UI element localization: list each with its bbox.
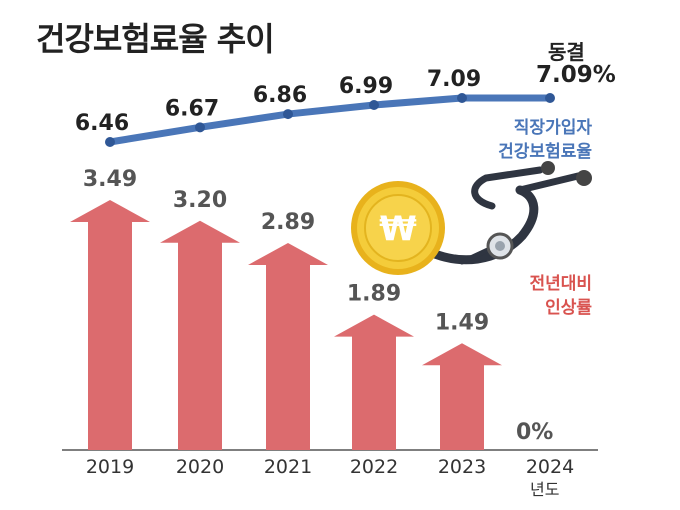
x-tick-label-2020: 2020	[176, 456, 224, 478]
x-tick-label-2024: 2024	[526, 456, 574, 478]
rate-point-2020	[195, 122, 205, 133]
svg-text:₩: ₩	[379, 209, 417, 249]
bar-2020	[160, 220, 240, 450]
year-unit-label: 년도	[530, 480, 560, 499]
rate-label-2019: 6.46	[75, 111, 129, 136]
bar-2022	[334, 314, 414, 450]
chart-title: 건강보험료율 추이	[36, 20, 275, 58]
bar-value-label-2020: 3.20	[173, 188, 227, 213]
bar-value-label-2022: 1.89	[347, 282, 401, 307]
x-tick-label-2023: 2023	[438, 456, 486, 478]
bar-series-legend: 전년대비 인상률	[462, 272, 592, 320]
bar-legend-line-1: 전년대비	[529, 274, 592, 294]
x-tick-label-2022: 2022	[350, 456, 398, 478]
bar-2023	[422, 343, 502, 450]
rate-point-2021	[283, 109, 293, 120]
rate-label-2021: 6.86	[253, 83, 307, 108]
x-tick-label-2019: 2019	[86, 456, 134, 478]
line-legend-line-2: 건강보험료율	[498, 142, 592, 162]
bar-value-label-2023: 1.49	[435, 310, 489, 335]
bar-legend-line-2: 인상률	[545, 298, 592, 318]
won-coin-and-stethoscope-icon: ₩	[351, 161, 592, 275]
line-series-legend: 직장가입자 건강보험료율	[440, 116, 592, 164]
freeze-value: 7.09%	[536, 62, 616, 88]
line-legend-line-1: 직장가입자	[513, 118, 592, 138]
rate-point-2023	[457, 93, 467, 103]
rate-label-2023: 7.09	[427, 67, 481, 92]
rate-point-2019	[105, 137, 115, 147]
bar-value-label-2024: 0%	[516, 420, 554, 445]
bar-value-label-2021: 2.89	[261, 210, 315, 235]
rate-point-2024	[545, 93, 555, 103]
rate-label-2020: 6.67	[165, 96, 219, 121]
rate-label-2022: 6.99	[339, 74, 393, 99]
bar-value-label-2019: 3.49	[83, 167, 137, 192]
rate-point-2022	[369, 99, 379, 110]
freeze-label: 동결	[548, 40, 585, 64]
rate-line	[106, 94, 554, 146]
x-tick-label-2021: 2021	[264, 456, 312, 478]
bar-2021	[248, 242, 328, 450]
bar-2019	[70, 200, 150, 450]
